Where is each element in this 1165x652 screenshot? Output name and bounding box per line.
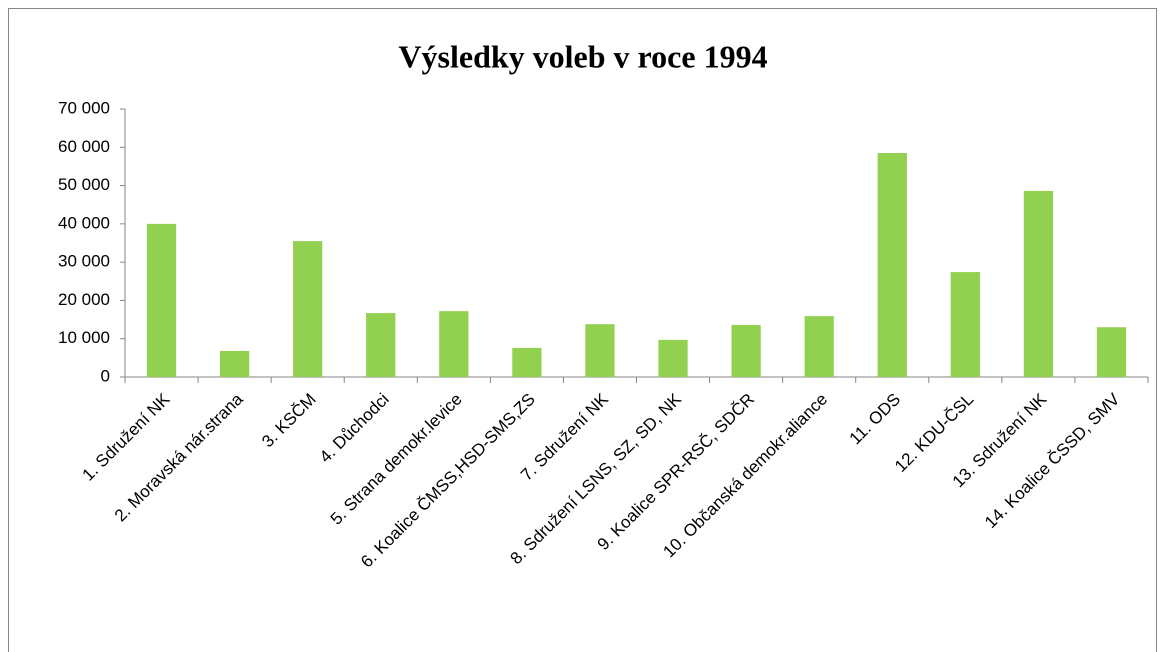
bar [731,324,761,377]
y-tick-label: 50 000 [58,175,110,194]
y-tick-label: 60 000 [58,137,110,156]
bar [439,311,469,377]
bar [877,153,907,377]
y-tick-label: 0 [101,366,110,385]
bar [293,241,323,377]
y-tick-label: 10 000 [58,328,110,347]
bar [512,347,542,377]
bar [1096,327,1127,377]
bar [366,313,396,377]
y-tick-label: 20 000 [58,290,110,309]
chart-frame [8,8,1157,652]
bar [585,324,615,377]
y-tick-label: 70 000 [58,98,110,117]
bar [804,316,834,377]
bar [1023,190,1054,377]
bar [658,339,688,377]
bar [950,272,980,377]
y-tick-label: 30 000 [58,252,110,271]
bar [146,223,177,377]
chart-title: Výsledky voleb v roce 1994 [398,38,767,74]
y-tick-label: 40 000 [58,213,110,232]
bar [219,350,250,377]
